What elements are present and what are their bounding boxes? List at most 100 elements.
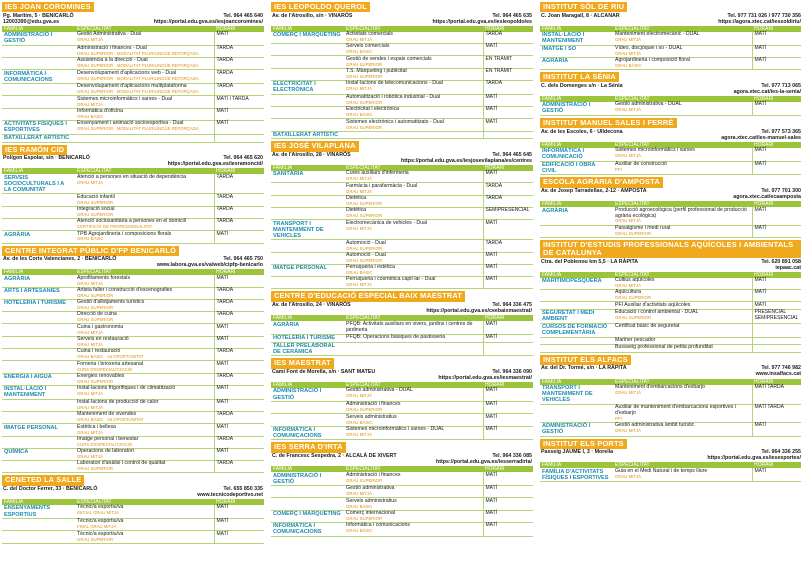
table-row: HOTELERIA I TURISME Gestió d'allotjaments… [2, 299, 264, 313]
school-block: INSTITUT ELS PORTS Passeig JAUME I, 3 · M… [540, 438, 801, 483]
school-website-link[interactable]: https://portal.edu.gva.es/iesesportes/ [707, 455, 801, 462]
especialitat-cell: Manteniment electromecànic - DUAL GRAU MI… [613, 31, 752, 46]
horari-cell: TARDA [213, 174, 264, 195]
table-row: ADMINISTRACIÓ I GESTIÓ Administració i fi… [271, 471, 533, 487]
school-website-link[interactable]: https://portal.edu.gva.es/iesserradirta/ [436, 459, 532, 466]
table-row: Electricitat i electrònica GRAU BÀSIC MATÍ [271, 106, 533, 120]
horari-cell: MATÍ [482, 220, 533, 241]
horari-cell: TARDA [213, 311, 264, 325]
school-phone: Tel. 964 336 090 [492, 369, 532, 376]
school-website-link[interactable]: https://portal.edu.gva.es/iesleopoldo/es [432, 18, 532, 25]
horari-cell: MATÍ TARDA [751, 384, 801, 405]
especialitat-name: Activitats comercials [346, 31, 393, 38]
table-row: Perruqueria i cosmètica capil·lar - Dual… [271, 276, 533, 290]
col-header-especialitat: ESPECIALITAT [344, 315, 483, 322]
familia-cell [540, 404, 613, 423]
grau-label: GRAU MITJÀ [346, 491, 373, 497]
grau-label: INICIAL GRAU MITJÀ [77, 510, 120, 516]
especialitat-name: Serveis en restauració [77, 336, 129, 342]
familia-cell [2, 57, 75, 71]
school-website-link[interactable]: agora.xtec.cat/ies-manuel-sales [721, 134, 801, 141]
especialitat-cell: Tècnic/a esportiu/va INICIAL GRAU MITJÀ [75, 505, 214, 520]
school-website-link[interactable]: https://portal.edu.gva.es/iesjoancoromin… [153, 18, 263, 25]
table-row: Automoció - Dual GRAU SUPERIOR MATÍ [271, 252, 533, 265]
horari-cell: MATÍ [482, 498, 533, 511]
especialitat-name: Tècnic/a esportiu/va [77, 518, 124, 525]
col-header-familia: FAMÍLIA [271, 25, 344, 32]
horari-cell: TARDA [213, 83, 264, 97]
grau-label: GRAU MITJÀ [77, 429, 104, 435]
school-phone: Tel. 977 746 982 [761, 365, 801, 372]
school-website-link[interactable]: www.labora.gva.es/va/web/cipfp-benicarlo [156, 262, 263, 269]
especialitat-name: Integració social [77, 205, 115, 212]
school-website-link[interactable]: agora.xtec.cat/ecaamposta [733, 194, 801, 201]
school-website-link[interactable]: www.insalfacs.cat [755, 371, 801, 378]
col-header-especialitat: ESPECIALITAT [344, 466, 483, 473]
familia-cell [271, 485, 344, 499]
especialitat-name: Serveis administratius [346, 497, 397, 504]
especialitat-name: Agrojardineria i composició floral [615, 57, 690, 64]
table-row: Paisatgisme i medi rural GRAU SUPERIOR MAT… [540, 225, 801, 238]
school-block: IES MAESTRAT Camí Font de Morella, s/n · … [271, 358, 533, 441]
especialitat-name: Ensenyament i animació socioesportiva - … [77, 120, 184, 127]
especialitat-name: Gestió administrativa - DUAL [615, 101, 682, 108]
table-header-row: FAMÍLIA ESPECIALITAT HORARI [271, 25, 533, 32]
col-header-especialitat: ESPECIALITAT [613, 141, 752, 148]
school-website-link[interactable]: https://agora.xtec.cat/iessoldiriu/ [718, 18, 801, 25]
grau-label: GRAU BÀSIC [346, 112, 373, 118]
especialitat-cell: Activitats comercials GRAU MITJÀ [344, 31, 483, 45]
horari-cell: MATÍ [213, 336, 264, 349]
school-website-link[interactable]: iepaac.cat [775, 264, 801, 271]
horari-cell: TARDA [213, 436, 264, 449]
especialitat-cell: Sistemes microinformàtics i xarxes - Dua… [75, 96, 214, 109]
table-row: Sistemes microinformàtics i xarxes - Dua… [2, 96, 264, 109]
school-website-link[interactable]: https://portal.edu.gva.es/iesmaestrat/ [438, 375, 532, 382]
grau-label: GRAU SUPERIOR [615, 230, 652, 236]
school-website-link[interactable]: https://portal.edu.gva.es/iesramoncid/ [167, 161, 263, 168]
familia-cell [271, 413, 344, 427]
familia-cell [2, 336, 75, 349]
school-phone: Tel. 964 465 635 [492, 12, 532, 19]
table-row: INSTAL·LACIÓ I MANTENIMENT Instal·lacions… [2, 385, 264, 400]
grau-label: GRAU MITJÀ [615, 107, 642, 113]
table-row: Integració social GRAU SUPERIOR TARDA [2, 205, 264, 219]
table-header-row: FAMÍLIA ESPECIALITAT HORARI [2, 499, 264, 506]
familia-cell [2, 436, 75, 449]
school-address-block: Passeig JAUME I, 3 · Morella [541, 449, 613, 455]
school-contact: Tel. 964 336 475 https://portal.edu.gva.e… [426, 302, 532, 314]
familia-cell [271, 94, 344, 108]
school-website-link[interactable]: www.tecnicodeportivo.net [197, 492, 263, 499]
school-website-link[interactable]: https://portal.edu.gva.es/iesjosevilapla… [401, 158, 532, 165]
col-header-especialitat: ESPECIALITAT [613, 378, 752, 385]
col-header-horari: HORARI [752, 96, 801, 103]
especialitat-name: Cuina i gastronomia [77, 323, 124, 330]
grau-label: GRAU MITJÀ [346, 188, 373, 194]
col-header-horari: HORARI [752, 271, 801, 278]
especialitat-cell: Laboratori d'anàlisi i control de qualit… [75, 460, 214, 474]
col-header-horari: HORARI [483, 165, 533, 172]
table-row: ADMINISTRACIÓ I GESTIÓ Gestió Administrat… [2, 31, 264, 46]
school-website-link[interactable]: agora.xtec.cat/ies-la-senia/ [733, 88, 801, 95]
especialitat-name: Perruqueria i cosmètica capil·lar - Dual [346, 276, 436, 283]
familia-cell [2, 45, 75, 58]
school-contact: Tel. 964 465 645 https://portal.edu.gva.e… [401, 152, 532, 164]
especialitat-name: Aprofitaments forestals [77, 274, 131, 281]
especialitat-cell: PFQB: Operacions bàsiques de pastisseria [344, 334, 483, 343]
grau-label: GRAU SUPERIOR [346, 257, 383, 263]
grau-label: GRAU SUPERIOR [346, 61, 383, 67]
familia-cell [2, 460, 75, 474]
especialitat-name: Administració i finances [346, 471, 401, 478]
especialitat-cell: Sistemes microinformàtics i xarxes - DUA… [344, 426, 483, 441]
school-phone: Tel. 977 573 365 [761, 128, 801, 135]
school-contact: Tel. 964 336 085 https://portal.edu.gva.e… [436, 453, 532, 465]
familia-cell: BATXILLERAT ARTÍSTIC [2, 134, 75, 143]
table-row: Desenvolupament d'aplicacions multiplata… [2, 83, 264, 97]
table-row: EDIFICACIÓ I OBRA CIVIL Auxiliar de const… [540, 161, 801, 176]
horari-cell: TARDA [482, 80, 533, 95]
school-block: INSTITUT SÒL DE RIU C. Joan Maragall, 8 ·… [540, 2, 801, 71]
grau-label: GRAU SUPERIOR [77, 292, 114, 298]
grau-label: CURS D'ESPECIALITZACIÓ [77, 441, 133, 447]
especialitat-name: Instal·lacions frigorífiques i de climat… [77, 385, 176, 392]
familia-cell [271, 43, 344, 57]
school-website-link[interactable]: https://portal.edu.gva.es/ceebaixmaestra… [426, 308, 532, 315]
